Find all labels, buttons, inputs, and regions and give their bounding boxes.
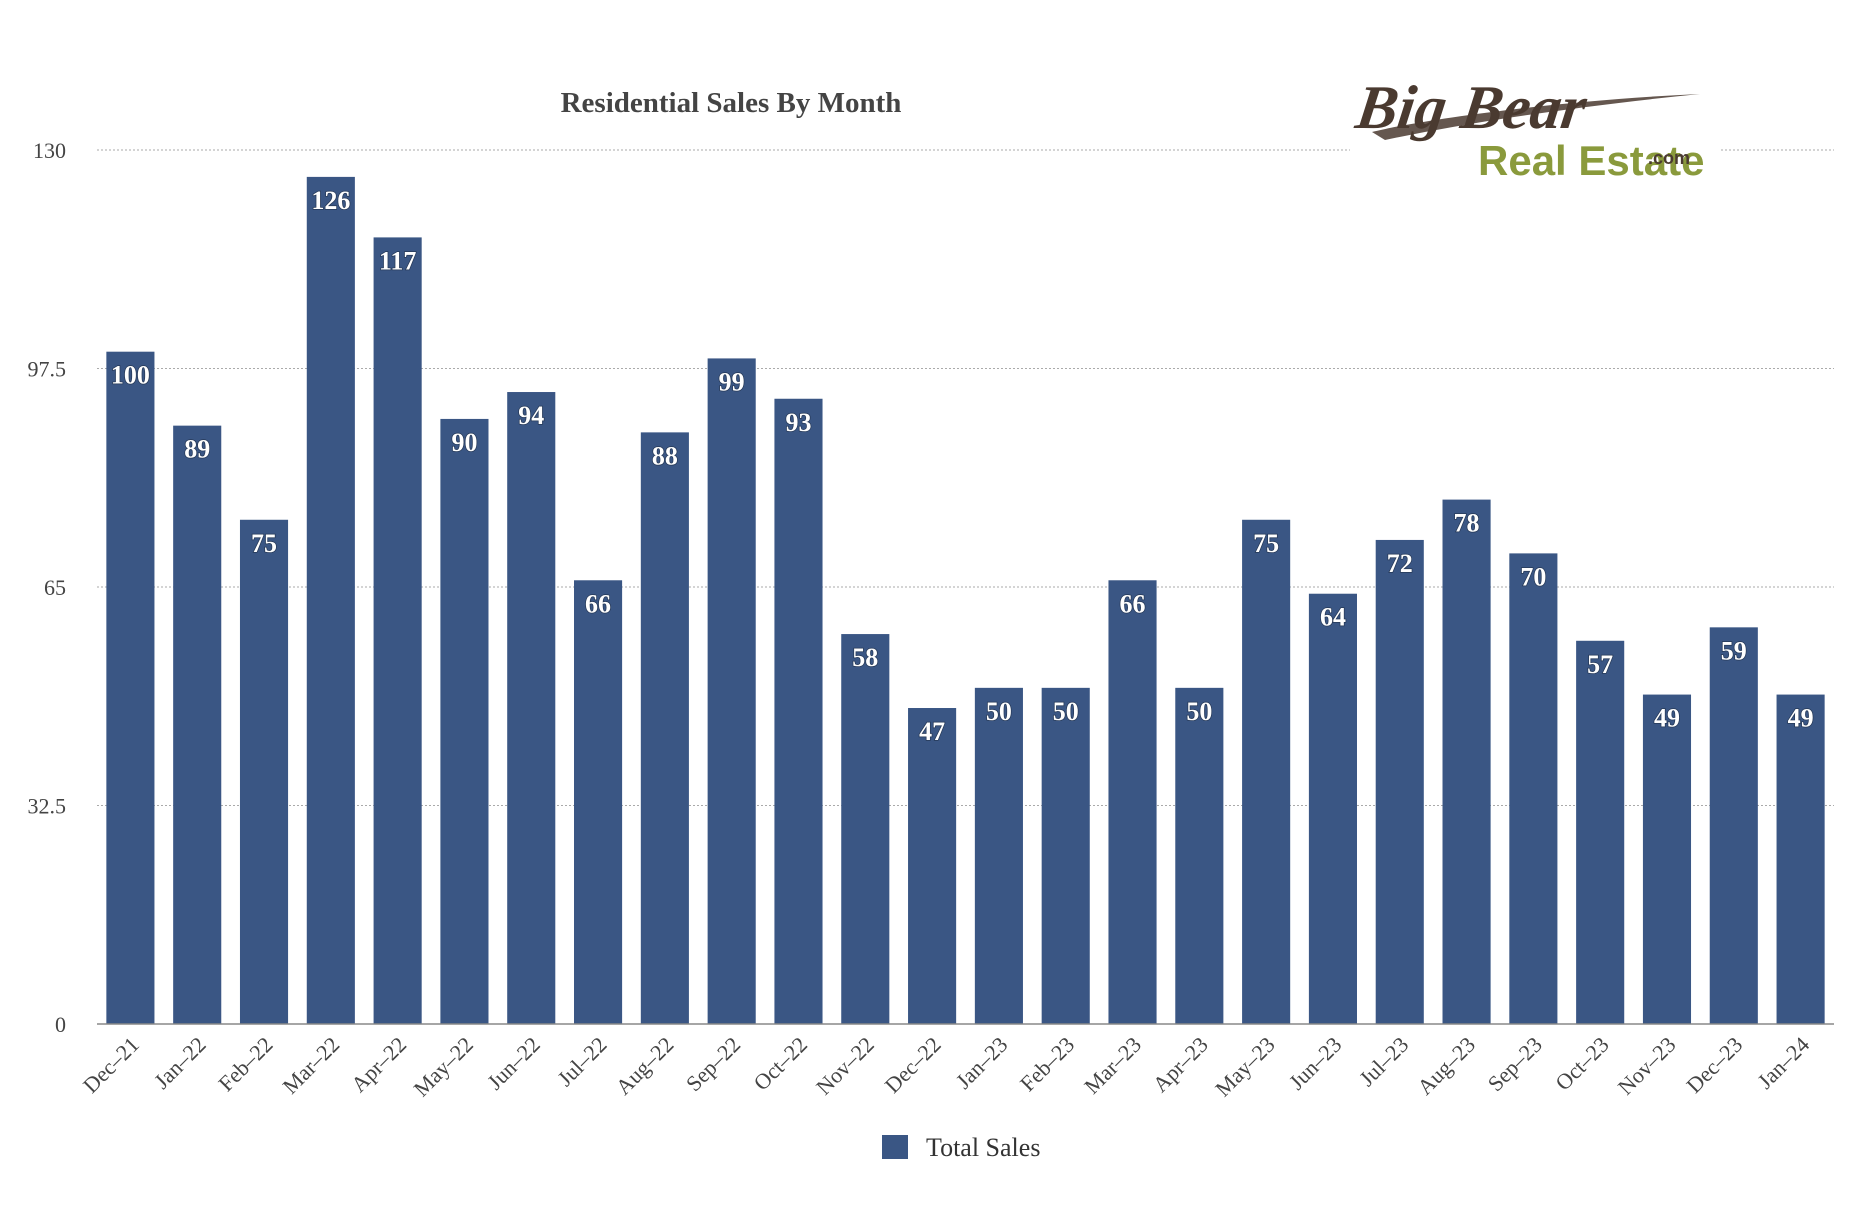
x-tick-label: Jan–23	[951, 1032, 1013, 1094]
bar[interactable]	[574, 580, 623, 1024]
bar[interactable]	[774, 398, 823, 1024]
data-label: 72	[1387, 549, 1413, 578]
chart-title: Residential Sales By Month	[561, 87, 902, 119]
data-label: 66	[1120, 589, 1146, 618]
x-tick-label: Feb–23	[1015, 1032, 1079, 1096]
data-label: 89	[184, 435, 210, 464]
data-label: 93	[785, 408, 811, 437]
logo-line2: Real Estate	[1478, 137, 1704, 184]
bar[interactable]	[908, 708, 957, 1024]
data-label: 66	[585, 589, 611, 618]
y-tick-label: 65	[44, 575, 66, 600]
bar[interactable]	[1776, 694, 1825, 1024]
x-tick-label: Oct–22	[749, 1032, 812, 1095]
data-label: 50	[1053, 697, 1079, 726]
data-label: 57	[1587, 650, 1613, 679]
data-label: 64	[1320, 603, 1346, 632]
data-label: 90	[451, 428, 477, 457]
bar[interactable]	[373, 237, 422, 1024]
data-label: 88	[652, 441, 678, 470]
bar[interactable]	[841, 634, 890, 1024]
y-tick-label: 130	[33, 138, 66, 163]
bars	[106, 176, 1825, 1025]
data-label: 49	[1654, 704, 1680, 733]
x-tick-label: Aug–23	[1412, 1032, 1480, 1100]
data-label: 50	[1186, 697, 1212, 726]
logo-swoosh-icon	[1372, 94, 1700, 140]
bar[interactable]	[1108, 580, 1157, 1024]
bar[interactable]	[239, 519, 289, 1024]
bar[interactable]	[1642, 694, 1692, 1024]
y-axis-ticks: 0 32.5 65 97.5 130	[28, 138, 67, 1037]
x-tick-label: Jan–22	[149, 1032, 211, 1094]
x-tick-label: May–22	[408, 1032, 478, 1102]
data-label: 50	[986, 697, 1012, 726]
x-tick-label: Feb–22	[213, 1032, 277, 1096]
legend[interactable]: Total Sales	[882, 1133, 1040, 1162]
x-tick-label: Aug–22	[611, 1032, 679, 1100]
x-tick-label: Dec–22	[880, 1032, 946, 1098]
x-tick-label: Oct–23	[1550, 1032, 1613, 1095]
x-tick-label: Jul–23	[1354, 1032, 1413, 1091]
x-tick-label: Jun–22	[482, 1032, 545, 1095]
bar[interactable]	[707, 358, 756, 1024]
bar[interactable]	[1242, 519, 1291, 1024]
data-label: 78	[1454, 509, 1480, 538]
x-tick-label: Mar–23	[1079, 1032, 1146, 1099]
bar[interactable]	[1375, 539, 1424, 1024]
y-tick-label: 32.5	[28, 794, 67, 819]
data-label: 117	[379, 246, 417, 275]
bar[interactable]	[507, 392, 556, 1024]
bar[interactable]	[1175, 687, 1224, 1024]
x-tick-label: May–23	[1210, 1032, 1280, 1102]
y-tick-label: 97.5	[28, 357, 67, 382]
x-tick-label: Apr–23	[1148, 1032, 1213, 1097]
bar[interactable]	[1041, 687, 1090, 1024]
bar[interactable]	[106, 351, 155, 1024]
x-tick-label: Nov–23	[1613, 1032, 1681, 1100]
data-label: 94	[518, 401, 544, 430]
x-tick-label: Mar–22	[277, 1032, 344, 1099]
data-label: 75	[251, 529, 277, 558]
data-labels: 100 89 75 126 117 90 94 66 88 99 93 58 47 50 50 66 50 75 6…	[110, 185, 1814, 747]
brand-logo: Big Bear Real Estate .com	[1350, 70, 1720, 195]
x-tick-label: Nov–22	[811, 1032, 879, 1100]
bar[interactable]	[1442, 499, 1491, 1025]
x-tick-label: Dec–21	[78, 1032, 144, 1098]
bar[interactable]	[1308, 593, 1357, 1024]
data-label: 75	[1253, 529, 1279, 558]
x-tick-label: Jun–23	[1284, 1032, 1347, 1095]
data-label: 49	[1788, 704, 1814, 733]
legend-swatch	[882, 1135, 908, 1159]
y-tick-label: 0	[55, 1012, 66, 1037]
logo-line1: Big Bear	[1351, 73, 1591, 142]
logo-suffix: .com	[1648, 148, 1690, 168]
x-tick-label: Dec–23	[1681, 1032, 1747, 1098]
gridlines	[97, 149, 1834, 806]
data-label: 58	[852, 643, 878, 672]
bar[interactable]	[440, 418, 489, 1024]
legend-label-total-sales: Total Sales	[926, 1133, 1040, 1162]
bar[interactable]	[1576, 640, 1625, 1024]
data-label: 47	[919, 717, 945, 746]
bar[interactable]	[974, 687, 1023, 1024]
bar[interactable]	[306, 176, 355, 1024]
x-tick-label: Sep–22	[681, 1032, 745, 1096]
x-tick-label: Jan–24	[1752, 1032, 1814, 1094]
bar[interactable]	[1709, 627, 1758, 1024]
bar[interactable]	[640, 432, 689, 1024]
data-label: 59	[1721, 636, 1747, 665]
data-label: 100	[111, 361, 150, 390]
x-tick-label: Jul–22	[552, 1032, 611, 1091]
bar[interactable]	[173, 425, 222, 1025]
data-label: 126	[311, 186, 350, 215]
data-label: 99	[719, 367, 745, 396]
bar[interactable]	[1509, 553, 1558, 1024]
x-tick-label: Apr–22	[346, 1032, 411, 1097]
data-label: 70	[1520, 562, 1546, 591]
x-tick-label: Sep–23	[1483, 1032, 1547, 1096]
